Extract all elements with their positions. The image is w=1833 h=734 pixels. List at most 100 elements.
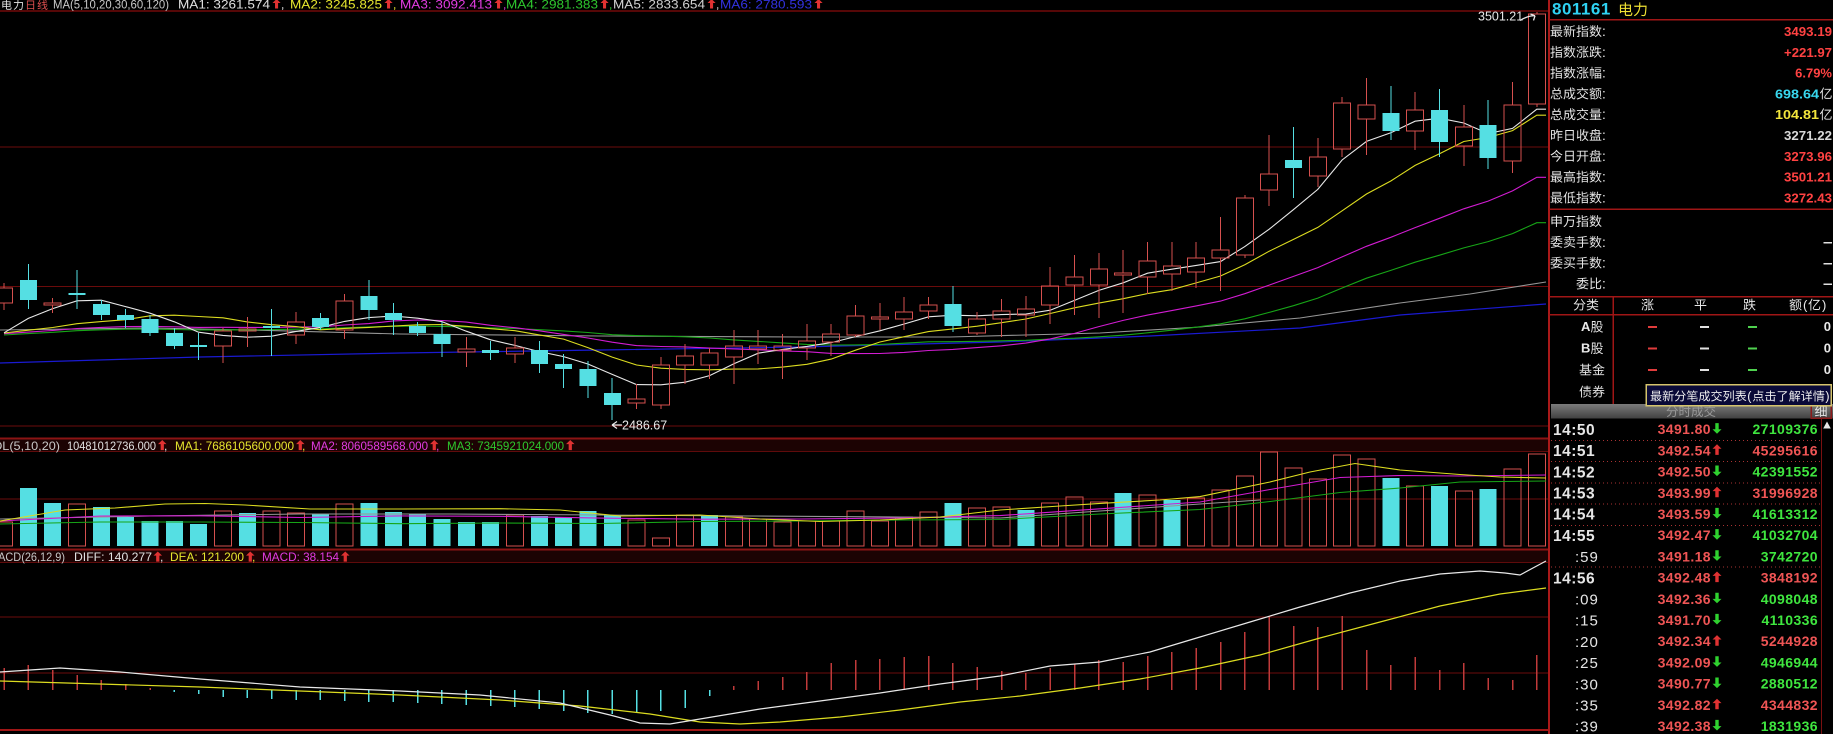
svg-text::30: :30 [1575,676,1599,693]
svg-text:3272.43: 3272.43 [1784,190,1832,205]
svg-text:3271.22: 3271.22 [1784,128,1832,143]
svg-text:3848192: 3848192 [1761,570,1818,586]
svg-text:14:50: 14:50 [1553,422,1595,439]
svg-text:5244928: 5244928 [1761,633,1818,649]
svg-text:3491.18: 3491.18 [1658,548,1711,564]
svg-text:B: B [1581,341,1590,356]
svg-text:3742720: 3742720 [1761,548,1818,564]
svg-text:,: , [436,439,439,453]
svg-text:,: , [393,0,396,12]
svg-text:A: A [1581,319,1591,334]
svg-text:4344832: 4344832 [1761,697,1818,713]
svg-text:,: , [716,0,719,12]
svg-text:,: , [281,0,284,12]
svg-text:41032704: 41032704 [1753,527,1819,543]
svg-text:MA5: 2833.654: MA5: 2833.654 [613,0,705,12]
svg-text:MA1: 3261.574: MA1: 3261.574 [178,0,270,12]
svg-text::20: :20 [1575,634,1599,651]
svg-text:,: , [160,550,163,564]
svg-text:,: , [252,550,255,564]
svg-text:,: , [503,0,506,12]
svg-text:MA(5,10,20,30,60,120): MA(5,10,20,30,60,120) [53,0,169,12]
svg-text:3492.54: 3492.54 [1658,442,1711,458]
svg-text:801161: 801161 [1552,0,1611,19]
svg-text:3273.96: 3273.96 [1784,149,1832,164]
svg-text:): ) [1822,298,1826,313]
svg-text:4946944: 4946944 [1761,654,1818,670]
svg-text:3490.77: 3490.77 [1658,676,1711,692]
svg-text::39: :39 [1575,719,1599,734]
svg-text:+221.97: +221.97 [1784,45,1832,60]
svg-text:2486.67: 2486.67 [622,419,667,433]
svg-text::: : [1602,45,1606,60]
svg-text:0: 0 [1824,362,1831,377]
svg-text:MACD(26,12,9): MACD(26,12,9) [0,550,65,564]
svg-text::25: :25 [1575,655,1599,672]
svg-text::: : [1602,128,1606,143]
svg-text:31996928: 31996928 [1753,485,1819,501]
svg-text::15: :15 [1575,613,1599,630]
svg-text:MA3: 3092.413: MA3: 3092.413 [400,0,492,12]
svg-text:3492.34: 3492.34 [1658,633,1711,649]
svg-text::: : [1602,107,1606,122]
svg-text:42391552: 42391552 [1753,464,1819,480]
svg-text:2880512: 2880512 [1761,676,1818,692]
svg-text:27109376: 27109376 [1753,421,1819,437]
svg-text::59: :59 [1575,549,1599,566]
svg-text:3492.50: 3492.50 [1658,464,1711,480]
svg-text:3491.80: 3491.80 [1658,421,1711,437]
svg-text::: : [1602,86,1606,101]
svg-text:,: , [609,0,612,12]
svg-text::: : [1602,190,1606,205]
svg-text:MA2: 3245.825: MA2: 3245.825 [290,0,382,12]
svg-text:14:51: 14:51 [1553,443,1595,460]
svg-text:MACD: 38.154: MACD: 38.154 [262,550,339,564]
svg-text:6.79%: 6.79% [1795,66,1832,81]
svg-text:,: , [302,439,305,453]
svg-text::09: :09 [1575,592,1599,609]
svg-text:698.64: 698.64 [1775,86,1820,101]
svg-text::: : [1602,24,1606,39]
svg-text::: : [1602,149,1606,164]
svg-text:3501.21: 3501.21 [1478,10,1523,24]
svg-text:104.81: 104.81 [1775,107,1819,122]
svg-text:(: ( [1803,298,1808,313]
svg-text:1831936: 1831936 [1761,718,1818,734]
svg-text:4098048: 4098048 [1761,591,1818,607]
svg-text:14:54: 14:54 [1553,507,1595,524]
svg-text:14:52: 14:52 [1553,464,1595,481]
svg-text:3493.59: 3493.59 [1658,506,1711,522]
svg-text:3493.19: 3493.19 [1784,24,1832,39]
svg-text:3492.38: 3492.38 [1658,718,1711,734]
svg-text:3492.48: 3492.48 [1658,570,1711,586]
svg-text::: : [1602,276,1606,291]
svg-text:DEA: 121.200: DEA: 121.200 [170,550,244,564]
svg-text:3492.82: 3492.82 [1658,697,1711,713]
svg-text:41613312: 41613312 [1753,506,1819,522]
svg-text:14:53: 14:53 [1553,486,1595,503]
svg-text:VOL(5,10,20): VOL(5,10,20) [0,439,60,453]
svg-text::35: :35 [1575,698,1599,715]
svg-text:4110336: 4110336 [1761,612,1818,628]
svg-text:0: 0 [1824,341,1831,356]
svg-text:(: ( [1747,390,1752,404]
svg-text:10481012736.000: 10481012736.000 [67,439,156,453]
svg-text:3493.99: 3493.99 [1658,485,1711,501]
svg-text:3501.21: 3501.21 [1784,170,1832,185]
svg-text:14:55: 14:55 [1553,528,1595,545]
svg-text:3491.70: 3491.70 [1658,612,1711,628]
svg-text::: : [1602,170,1606,185]
svg-text:MA1: 7686105600.000: MA1: 7686105600.000 [175,439,294,453]
svg-text:DIFF: 140.277: DIFF: 140.277 [74,550,152,564]
svg-text::: : [1602,235,1606,250]
svg-text:3492.36: 3492.36 [1658,591,1711,607]
svg-text::: : [1602,66,1606,81]
svg-text:3492.09: 3492.09 [1658,654,1711,670]
svg-text:MA3: 7345921024.000: MA3: 7345921024.000 [447,439,564,453]
svg-text:): ) [1825,390,1829,404]
svg-text:MA6: 2780.593: MA6: 2780.593 [720,0,812,12]
svg-text::: : [1602,256,1606,271]
svg-text:,: , [164,439,167,453]
svg-text:0: 0 [1824,319,1831,334]
svg-text:45295616: 45295616 [1753,442,1819,458]
